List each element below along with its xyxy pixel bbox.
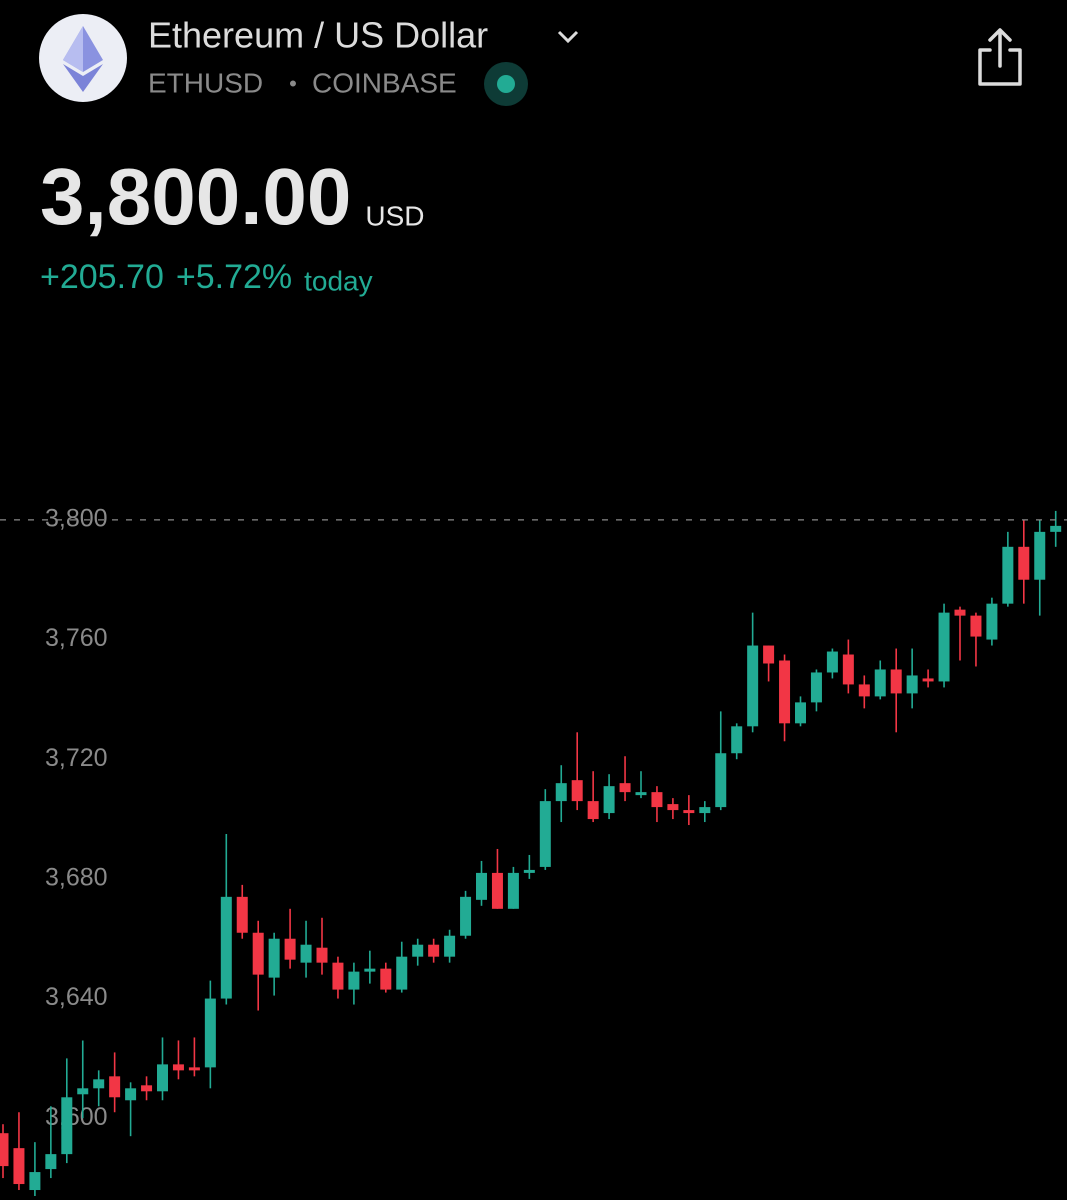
candle-body xyxy=(635,792,647,796)
percent-change: +5.72% xyxy=(176,258,292,296)
y-tick-label: 3,680 xyxy=(45,864,108,892)
candle-body xyxy=(858,684,870,697)
currency: USD xyxy=(365,200,424,231)
candle-body xyxy=(380,968,392,990)
candle-body xyxy=(667,804,679,811)
candle-body xyxy=(603,786,615,814)
candle-body xyxy=(396,956,408,990)
price-change: +205.70 xyxy=(40,258,164,296)
market-status-dot xyxy=(497,75,515,93)
candle-body xyxy=(77,1088,89,1095)
candle-body xyxy=(29,1172,41,1191)
ticker: ETHUSD xyxy=(148,67,263,98)
candle-body xyxy=(619,783,631,793)
symbol-title[interactable]: Ethereum / US Dollar xyxy=(148,15,488,56)
candle-body xyxy=(220,896,232,999)
candle-body xyxy=(539,801,551,867)
candle-body xyxy=(699,807,711,814)
coin-icon xyxy=(39,14,127,102)
candle-body xyxy=(284,938,296,960)
candle-body xyxy=(300,944,312,963)
candle-body xyxy=(61,1097,73,1155)
candle-body xyxy=(491,872,503,909)
candle-body xyxy=(938,612,950,682)
y-tick-label: 3,640 xyxy=(45,983,108,1011)
candle-body xyxy=(236,896,248,933)
candle-body xyxy=(651,792,663,808)
candle-body xyxy=(1002,546,1014,604)
candle-body xyxy=(1018,546,1030,580)
candle-body xyxy=(826,651,838,673)
candle-body xyxy=(795,702,806,724)
candle-body xyxy=(364,968,376,972)
candle-body xyxy=(141,1085,153,1092)
candle-body xyxy=(13,1148,25,1185)
candle-body xyxy=(45,1154,57,1170)
candle-body xyxy=(747,645,759,727)
candle-body xyxy=(109,1076,121,1098)
candle-body xyxy=(731,726,743,754)
candle-body xyxy=(476,872,487,900)
candle-body xyxy=(763,645,775,664)
candle-body xyxy=(555,783,567,802)
candle-body xyxy=(571,780,583,802)
candle-body xyxy=(93,1079,105,1089)
candle-body xyxy=(252,932,264,975)
candle-body xyxy=(332,962,344,990)
candle-body xyxy=(172,1064,184,1071)
candle-body xyxy=(986,603,998,640)
candle-body xyxy=(922,678,934,682)
candle-body xyxy=(1034,531,1046,580)
candle-body xyxy=(683,810,695,814)
candle-body xyxy=(715,753,727,808)
candle-body xyxy=(779,660,791,724)
y-tick-label: 3,760 xyxy=(45,624,108,652)
candle-body xyxy=(874,669,886,697)
candle-body xyxy=(204,998,216,1068)
candle-body xyxy=(268,938,280,978)
candle-body xyxy=(587,801,599,820)
last-price: 3,800.00 xyxy=(40,152,351,241)
exchange: COINBASE xyxy=(312,67,457,98)
candle-body xyxy=(842,654,854,685)
candle-body xyxy=(125,1088,137,1101)
separator: • xyxy=(289,71,297,96)
candle-body xyxy=(444,935,456,957)
candle-body xyxy=(507,872,519,909)
candle-body xyxy=(348,971,360,990)
candle-body xyxy=(188,1067,200,1071)
period: today xyxy=(304,265,373,296)
candle-body xyxy=(523,869,535,873)
candle-body xyxy=(810,672,822,703)
candle-body xyxy=(428,944,440,957)
candle-body xyxy=(0,1133,9,1167)
candle-body xyxy=(954,609,966,616)
candle-body xyxy=(970,615,982,637)
candle-body xyxy=(157,1064,168,1092)
y-tick-label: 3,800 xyxy=(45,505,108,533)
candle-body xyxy=(890,669,902,694)
y-tick-label: 3,600 xyxy=(45,1103,108,1131)
candle-body xyxy=(412,944,424,957)
share-button[interactable] xyxy=(978,28,1022,86)
candle-body xyxy=(316,947,328,963)
candle-body xyxy=(906,675,918,694)
y-tick-label: 3,720 xyxy=(45,744,108,772)
candle-body xyxy=(1050,525,1062,532)
dropdown-chevron[interactable] xyxy=(557,30,579,44)
candle-body xyxy=(460,896,472,936)
